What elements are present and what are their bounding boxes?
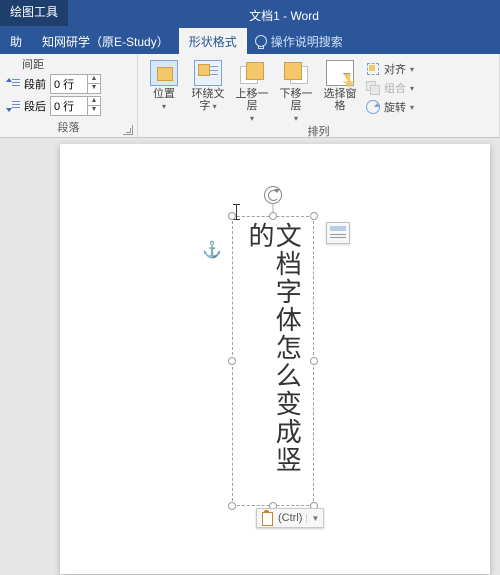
layout-options-button[interactable] bbox=[326, 222, 350, 244]
group-label-paragraph: 段落 bbox=[6, 119, 131, 137]
selection-pane-button[interactable]: 选择窗格 bbox=[320, 56, 360, 112]
stepper-up-icon[interactable]: ▲ bbox=[88, 75, 100, 84]
stepper-down-icon[interactable]: ▼ bbox=[88, 106, 100, 115]
spacing-after-icon bbox=[6, 99, 20, 113]
spacing-after-input[interactable]: ▲▼ bbox=[50, 96, 101, 116]
title-bar: 绘图工具 文档1 - Word bbox=[0, 0, 500, 28]
group-icon bbox=[366, 81, 380, 95]
wrap-text-icon bbox=[194, 60, 222, 86]
tell-me-label: 操作说明搜索 bbox=[271, 33, 343, 50]
tab-help[interactable]: 助 bbox=[0, 28, 32, 54]
group-button: 组合 ▾ bbox=[364, 79, 416, 97]
spacing-before-icon bbox=[6, 77, 20, 91]
chevron-down-icon: ▾ bbox=[294, 114, 298, 123]
resize-handle-e[interactable] bbox=[310, 357, 318, 365]
spacing-title: 间距 bbox=[22, 56, 44, 72]
selection-pane-icon bbox=[326, 60, 354, 86]
group-arrange: 位置 ▾ 环绕文字 ▾ 上移一层 ▾ 下移一层 ▾ 选择窗格 bbox=[138, 54, 500, 137]
rotate-icon bbox=[366, 100, 380, 114]
document-workspace: ⚓ 文档字体怎么变成竖的 (Ctrl) ▼ bbox=[0, 138, 500, 575]
send-backward-button[interactable]: 下移一层 ▾ bbox=[276, 56, 316, 123]
rotate-button[interactable]: 旋转 ▾ bbox=[364, 98, 416, 116]
tell-me-search[interactable]: 操作说明搜索 bbox=[247, 33, 351, 50]
chevron-down-icon: ▾ bbox=[210, 102, 216, 111]
chevron-down-icon: ▾ bbox=[250, 114, 254, 123]
tab-estudy[interactable]: 知网研学（原E-Study） bbox=[32, 28, 179, 54]
tab-shape-format[interactable]: 形状格式 bbox=[179, 28, 247, 54]
spacing-after-label: 段后 bbox=[24, 98, 46, 114]
dialog-launcher-icon[interactable] bbox=[123, 125, 133, 135]
chevron-down-icon: ▾ bbox=[162, 102, 166, 111]
stepper-down-icon[interactable]: ▼ bbox=[88, 84, 100, 93]
ribbon: 间距 段前 ▲▼ 段后 bbox=[0, 54, 500, 138]
bring-forward-icon bbox=[238, 60, 266, 86]
rotation-handle[interactable] bbox=[264, 186, 282, 204]
window-title: 文档1 - Word bbox=[68, 7, 500, 28]
paste-options-label: (Ctrl) bbox=[277, 512, 306, 524]
lightbulb-icon bbox=[255, 35, 267, 47]
spacing-before-input[interactable]: ▲▼ bbox=[50, 74, 101, 94]
resize-handle-w[interactable] bbox=[228, 357, 236, 365]
bring-forward-button[interactable]: 上移一层 ▾ bbox=[232, 56, 272, 123]
text-box-content[interactable]: 文档字体怎么变成竖的 bbox=[238, 222, 308, 500]
spacing-after-field[interactable] bbox=[51, 100, 87, 112]
wrap-text-button[interactable]: 环绕文字 ▾ bbox=[188, 56, 228, 113]
spacing-after-row: 段后 ▲▼ bbox=[6, 96, 101, 116]
selected-text-box[interactable]: 文档字体怎么变成竖的 bbox=[232, 216, 314, 506]
resize-handle-sw[interactable] bbox=[228, 502, 236, 510]
resize-handle-nw[interactable] bbox=[228, 212, 236, 220]
send-backward-icon bbox=[282, 60, 310, 86]
resize-handle-n[interactable] bbox=[269, 212, 277, 220]
stepper-up-icon[interactable]: ▲ bbox=[88, 97, 100, 106]
context-tool-group: 绘图工具 bbox=[0, 0, 68, 28]
spacing-before-row: 段前 ▲▼ bbox=[6, 74, 101, 94]
align-button[interactable]: 对齐 ▾ bbox=[364, 60, 416, 78]
page[interactable]: ⚓ 文档字体怎么变成竖的 (Ctrl) ▼ bbox=[60, 144, 490, 574]
resize-handle-ne[interactable] bbox=[310, 212, 318, 220]
spacing-before-field[interactable] bbox=[51, 78, 87, 90]
chevron-down-icon: ▼ bbox=[306, 514, 323, 523]
spacing-before-label: 段前 bbox=[24, 76, 46, 92]
align-icon bbox=[366, 62, 380, 76]
arrange-mini-list: 对齐 ▾ 组合 ▾ 旋转 ▾ bbox=[364, 56, 416, 116]
position-button[interactable]: 位置 ▾ bbox=[144, 56, 184, 111]
position-icon bbox=[150, 60, 178, 86]
anchor-icon: ⚓ bbox=[202, 240, 222, 260]
clipboard-icon bbox=[259, 510, 275, 526]
ribbon-tabs: 助 知网研学（原E-Study） 形状格式 操作说明搜索 bbox=[0, 28, 500, 54]
vertical-text: 文档字体怎么变成竖的 bbox=[246, 222, 301, 500]
group-paragraph-spacing: 间距 段前 ▲▼ 段后 bbox=[0, 54, 138, 137]
paste-options-button[interactable]: (Ctrl) ▼ bbox=[256, 508, 324, 528]
